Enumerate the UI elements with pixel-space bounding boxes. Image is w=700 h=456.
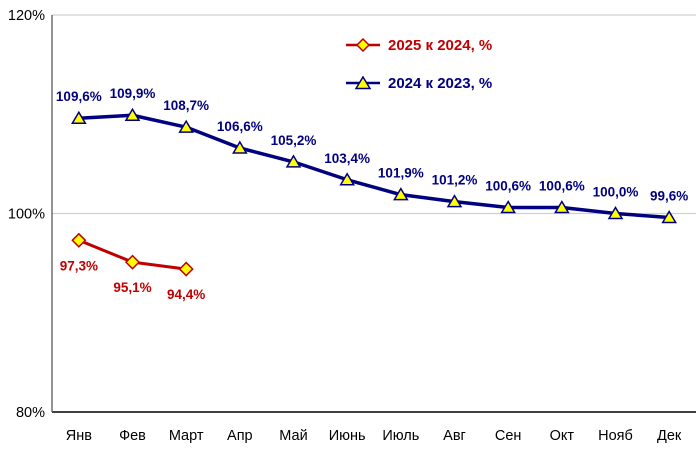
x-tick-label: Дек: [657, 428, 682, 444]
triangle-marker: [285, 154, 302, 168]
data-label: 94,4%: [167, 287, 205, 302]
data-label: 100,0%: [593, 185, 639, 200]
x-tick-label: Окт: [550, 428, 575, 444]
legend-item-2025-2024: 2025 к 2024, %: [345, 36, 492, 54]
diamond-marker: [178, 261, 194, 277]
triangle-marker: [124, 107, 141, 121]
data-label: 99,6%: [650, 188, 688, 203]
diamond-marker: [124, 254, 141, 270]
legend-item-2024-2023: 2024 к 2023, %: [345, 74, 492, 92]
data-label: 106,6%: [217, 119, 263, 134]
triangle-marker-icon: [346, 76, 380, 90]
data-label: 105,2%: [271, 133, 317, 148]
triangle-marker: [339, 172, 355, 186]
data-label: 101,2%: [432, 173, 478, 188]
legend-label: 2024 к 2023, %: [388, 74, 493, 92]
chart-legend: 2025 к 2024, % 2024 к 2023, %: [345, 36, 492, 92]
data-label: 109,6%: [56, 89, 102, 104]
x-tick-label: Нояб: [598, 428, 633, 444]
y-tick-label: 120%: [8, 8, 45, 24]
triangle-marker: [232, 140, 248, 154]
x-tick-label: Апр: [227, 428, 253, 444]
triangle-marker: [71, 110, 87, 124]
series-line-1: [77, 113, 671, 220]
x-tick-label: Июнь: [329, 428, 366, 444]
legend-label: 2025 к 2024, %: [388, 36, 493, 54]
diamond-marker-icon: [346, 38, 380, 52]
data-label: 103,4%: [324, 151, 370, 166]
diamond-marker: [71, 232, 87, 248]
triangle-marker: [661, 209, 677, 224]
triangle-marker: [178, 119, 194, 133]
x-tick-label: Июль: [382, 428, 419, 444]
x-tick-label: Янв: [66, 428, 92, 444]
data-label: 101,9%: [378, 166, 424, 181]
triangle-marker: [446, 194, 463, 208]
data-label: 108,7%: [163, 98, 209, 113]
x-tick-label: Авг: [443, 428, 466, 444]
data-label: 97,3%: [60, 258, 98, 273]
y-tick-label: 80%: [16, 405, 45, 421]
triangle-marker: [554, 200, 570, 214]
data-label: 95,1%: [113, 280, 151, 295]
triangle-marker: [607, 206, 624, 220]
x-tick-label: Фев: [119, 428, 146, 444]
triangle-marker: [500, 200, 516, 214]
data-label: 100,6%: [485, 179, 531, 194]
triangle-marker: [393, 187, 409, 201]
data-label: 100,6%: [539, 179, 585, 194]
x-tick-label: Март: [169, 428, 204, 444]
x-tick-label: Сен: [495, 428, 522, 444]
y-tick-label: 100%: [8, 207, 45, 223]
x-tick-label: Май: [279, 428, 307, 444]
data-label: 109,9%: [110, 86, 156, 101]
